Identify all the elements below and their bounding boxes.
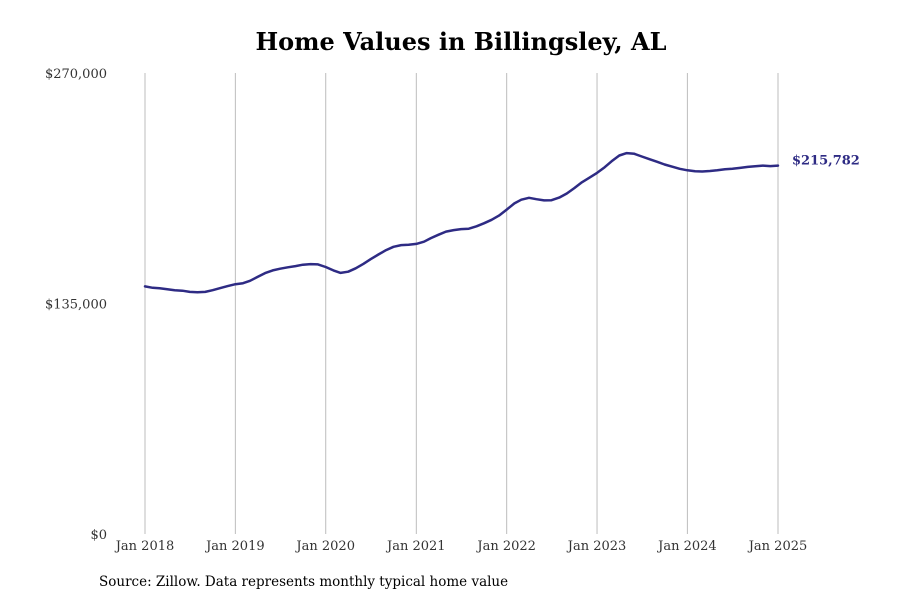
x-tick-label: Jan 2021 — [385, 539, 446, 554]
x-tick-label: Jan 2023 — [566, 539, 627, 554]
x-tick-label: Jan 2019 — [204, 539, 265, 554]
y-tick-label: $0 — [90, 528, 107, 543]
chart-title: Home Values in Billingsley, AL — [255, 27, 667, 56]
series-line — [143, 151, 780, 294]
x-tick-label: Jan 2018 — [114, 539, 175, 554]
series-layer — [143, 151, 780, 294]
grid-lines — [144, 73, 779, 534]
x-axis-tick-labels: Jan 2018 Jan 2019 Jan 2020 Jan 2021 Jan 2022… — [114, 539, 808, 554]
end-value-label: $215,782 — [792, 154, 860, 169]
end-label-layer: $215,782 — [792, 154, 860, 169]
x-tick-label: Jan 2022 — [475, 539, 536, 554]
y-axis-tick-labels: $0 $135,000 $270,000 — [45, 67, 107, 543]
source-note: Source: Zillow. Data represents monthly … — [99, 574, 509, 590]
x-tick-label: Jan 2020 — [294, 539, 355, 554]
y-tick-label: $270,000 — [45, 67, 107, 82]
x-tick-label: Jan 2024 — [656, 539, 717, 554]
y-tick-label: $135,000 — [45, 298, 107, 313]
x-tick-label: Jan 2025 — [747, 539, 808, 554]
